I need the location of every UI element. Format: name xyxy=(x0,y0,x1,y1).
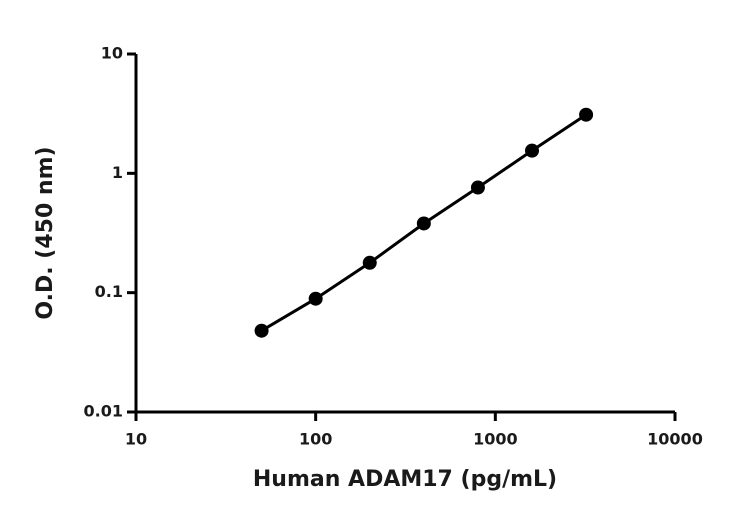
data-point xyxy=(416,216,431,231)
x-tick-label: 10 xyxy=(125,430,147,449)
y-axis-title: O.D. (450 nm) xyxy=(33,146,58,319)
data-point xyxy=(525,143,540,158)
y-tick-label: 0.01 xyxy=(84,402,123,421)
data-point xyxy=(308,291,323,306)
y-tick-label: 10 xyxy=(101,44,123,63)
y-tick-label: 1 xyxy=(112,163,123,182)
x-tick-label: 1000 xyxy=(473,430,518,449)
x-tick-label: 10000 xyxy=(647,430,703,449)
x-axis-title: Human ADAM17 (pg/mL) xyxy=(253,467,557,492)
data-point xyxy=(579,107,594,122)
data-point xyxy=(470,180,485,195)
y-tick-label: 0.1 xyxy=(95,282,123,301)
x-tick-label: 100 xyxy=(299,430,332,449)
data-point xyxy=(362,255,377,270)
data-point xyxy=(254,323,269,338)
